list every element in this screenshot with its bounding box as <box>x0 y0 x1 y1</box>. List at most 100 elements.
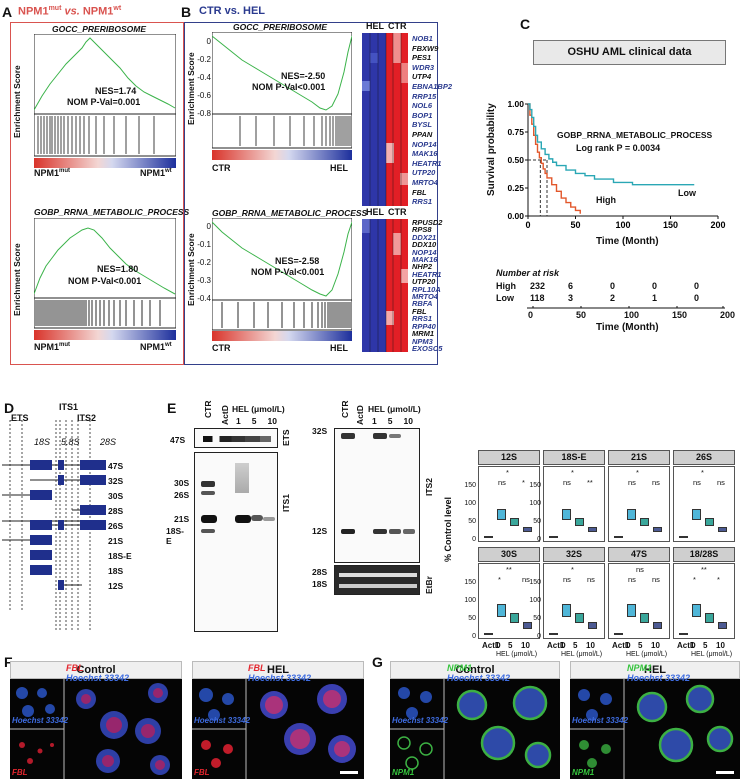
b1-yaxis: Enrichment Score <box>186 52 196 125</box>
box-x-cat: ActD <box>482 641 501 650</box>
f-control-nuc-sub: Hoechst 33342 <box>12 716 69 725</box>
e-box-ylabel: % Control level <box>443 496 453 562</box>
f-hel-nuc-sub: Hoechst 33342 <box>194 716 251 725</box>
box-y-tick: 0 <box>537 633 541 640</box>
b2-gene-list: RPUSD2 RPS8 DDX21 DDX10 NOP14 MAK16 NHP2… <box>412 218 443 353</box>
d-region-its1: ITS1 <box>59 402 79 412</box>
sig-label: * <box>498 575 501 584</box>
a2-enrichment-plot <box>34 218 176 340</box>
b2-hm-ctr: CTR <box>388 207 407 217</box>
sig-label: ns <box>652 575 660 584</box>
box-x-group: HEL (μmol/L) <box>496 651 538 658</box>
panel-f-label: F <box>4 654 13 670</box>
km-series-high <box>528 103 581 214</box>
km-y-tick-label: 1.00 <box>507 99 524 109</box>
sig-label: ns <box>587 575 595 584</box>
box-x-cat: 10 <box>651 641 660 650</box>
risk-xlabel: Time (Month) <box>596 322 659 333</box>
a1-enrichment-plot <box>34 34 176 168</box>
d-region-its2: ITS2 <box>77 413 97 423</box>
e-gel2-doses: 1 5 10 <box>372 416 413 426</box>
sig-label: ** <box>587 478 593 487</box>
box-x-cat: 5 <box>638 641 643 650</box>
panel-a-frame <box>10 22 184 365</box>
sig-label: * <box>717 575 720 584</box>
km-x-tick-label: 150 <box>663 220 678 230</box>
box-y-tick: 100 <box>464 597 476 604</box>
box-x-cat: 1 <box>690 641 695 650</box>
box-x-cat: 5 <box>508 641 513 650</box>
a2-nes: NES=1.80 <box>97 264 139 274</box>
d-species-labels: 47S 32S 30S 28S 26S 21S 18S-E 18S 12S <box>108 461 132 591</box>
f-hel-title: HEL <box>192 661 364 679</box>
box-mark <box>523 622 532 629</box>
b2-hm-hel: HEL <box>366 207 384 217</box>
sig-label: ns <box>563 478 571 487</box>
box-title: 47S <box>608 547 670 562</box>
sig-label: * <box>693 575 696 584</box>
e-gel1-hel: HEL (μmol/L) <box>232 404 285 414</box>
box-title: 21S <box>608 450 670 465</box>
panel-a-title: NPM1mut vs. NPM1wt <box>18 5 122 18</box>
e-gel1-ets-blot <box>194 428 278 448</box>
box-title: 18/28S <box>673 547 735 562</box>
e-gel1-lane-ctr: CTR <box>203 400 213 418</box>
b1-left-label: CTR <box>212 163 231 173</box>
f-control-nuc-label: Hoechst 33342 <box>66 673 130 683</box>
box-mark <box>679 536 688 538</box>
a1-left-label: NPM1mut <box>34 168 71 178</box>
a1-yaxis: Enrichment Score <box>12 65 22 138</box>
e-gel1-its1-blot <box>194 452 278 632</box>
box-x-group: HEL (μmol/L) <box>691 651 733 658</box>
box-y-tick: 0 <box>472 536 476 543</box>
b1-heatmap <box>362 33 408 206</box>
risk-xticks: 0 50 100 150 200 <box>528 310 736 320</box>
box-x-cat: 5 <box>703 641 708 650</box>
sig-label: * <box>571 565 574 574</box>
sig-label: ns <box>717 478 725 487</box>
box-y-tick: 100 <box>464 500 476 507</box>
f-hel-stain-label: FBL <box>248 663 266 673</box>
box-mark <box>484 633 493 635</box>
sig-label: ns <box>628 575 636 584</box>
d-rna-58s: 5.8S <box>61 437 80 447</box>
sig-label: ns <box>636 565 644 574</box>
sig-label: * <box>522 478 525 487</box>
box-x-cat: 10 <box>521 641 530 650</box>
box-mark <box>692 604 701 617</box>
box-y-tick: 50 <box>533 518 541 525</box>
e-gel1-lane-actd: ActD <box>220 405 230 425</box>
g-control-image <box>390 679 560 779</box>
box-mark <box>614 536 623 538</box>
sig-label: ** <box>506 565 512 574</box>
box-mark <box>523 527 532 532</box>
e-gel2-lane-ctr: CTR <box>340 400 350 418</box>
b1-hm-hel: HEL <box>366 21 384 31</box>
box-mark <box>627 509 636 520</box>
panel-b-frame <box>184 22 438 365</box>
b2-pval: NOM P-Val<0.001 <box>251 267 325 277</box>
g-hel-stain-sub: NPM1 <box>572 768 595 777</box>
box-mark <box>614 633 623 635</box>
box-mark <box>705 613 714 623</box>
e-gel2-etbr <box>334 565 420 595</box>
box-mark <box>549 536 558 538</box>
b1-geneset: GOCC_PRERIBOSOME <box>233 22 327 32</box>
sig-label: ns <box>652 478 660 487</box>
box-x-group: HEL (μmol/L) <box>561 651 603 658</box>
a2-yaxis: Enrichment Score <box>12 243 22 316</box>
box-mark <box>549 633 558 635</box>
d-species-bars <box>2 460 106 590</box>
sig-label: * <box>636 468 639 477</box>
box-title: 26S <box>673 450 735 465</box>
b2-nes: NES=-2.58 <box>275 256 320 266</box>
box-mark <box>679 633 688 635</box>
f-hel-stain-sub: FBL <box>194 768 210 777</box>
e-gel1-side-ets: ETS <box>281 429 291 446</box>
sig-label: * <box>571 468 574 477</box>
km-y-tick-label: 0.25 <box>507 183 524 193</box>
box-x-cat: 5 <box>573 641 578 650</box>
box-mark <box>575 518 584 526</box>
box-mark <box>588 622 597 629</box>
km-plot: 0 50 100 150 200 0.00 0.25 0.50 0.75 1.00 <box>507 99 725 230</box>
